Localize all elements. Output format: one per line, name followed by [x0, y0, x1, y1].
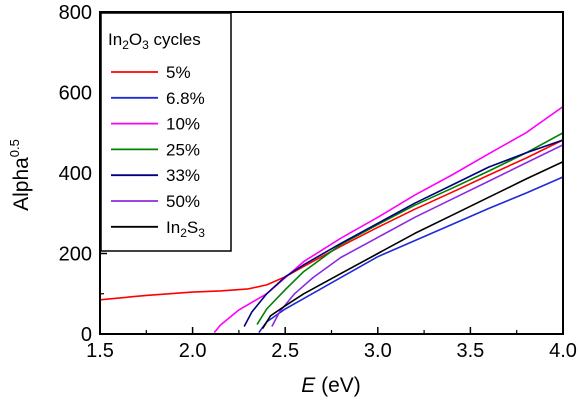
x-tick-label: 4.0 — [549, 340, 577, 362]
x-tick-label: 2.5 — [271, 340, 299, 362]
y-tick-label: 800 — [59, 2, 92, 24]
x-axis-title: E (eV) — [301, 374, 361, 397]
series-line-2 — [214, 105, 563, 333]
legend-label: In2S3 — [166, 218, 205, 240]
x-axis: 1.5 2.0 2.5 3.0 3.5 4.0 — [86, 327, 577, 362]
series-line-3 — [256, 132, 563, 325]
legend-title: In2O3 cycles — [108, 30, 201, 52]
y-axis-title: Alpha0.5 — [7, 139, 33, 211]
legend-entries: 5% 6.8% 10% 25% 33% 50% In2S3 — [111, 63, 205, 240]
y-tick-label: 200 — [59, 244, 92, 266]
series-line-1 — [258, 176, 563, 333]
legend-label: 33% — [166, 166, 200, 185]
series-layer — [100, 105, 563, 333]
series-line-6 — [262, 160, 563, 329]
x-tick-label: 3.0 — [364, 340, 392, 362]
legend: In2O3 cycles 5% 6.8% 10% 25% 33% 50% In2S3 — [100, 12, 232, 252]
series-line-5 — [271, 144, 563, 327]
legend-label: 50% — [166, 192, 200, 211]
series-line-0 — [100, 139, 563, 301]
series-line-4 — [243, 139, 563, 327]
x-tick-label: 1.5 — [86, 340, 114, 362]
legend-label: 25% — [166, 140, 200, 159]
legend-label: 10% — [166, 115, 200, 134]
x-tick-label: 3.5 — [456, 340, 484, 362]
y-tick-label: 400 — [59, 163, 92, 185]
legend-label: 5% — [166, 63, 191, 82]
y-tick-label: 600 — [59, 83, 92, 105]
legend-label: 6.8% — [166, 89, 205, 108]
y-axis: 0 200 400 600 800 — [59, 2, 107, 346]
x-tick-label: 2.0 — [179, 340, 207, 362]
legend-box — [100, 12, 232, 252]
y-tick-label: 0 — [81, 324, 92, 346]
